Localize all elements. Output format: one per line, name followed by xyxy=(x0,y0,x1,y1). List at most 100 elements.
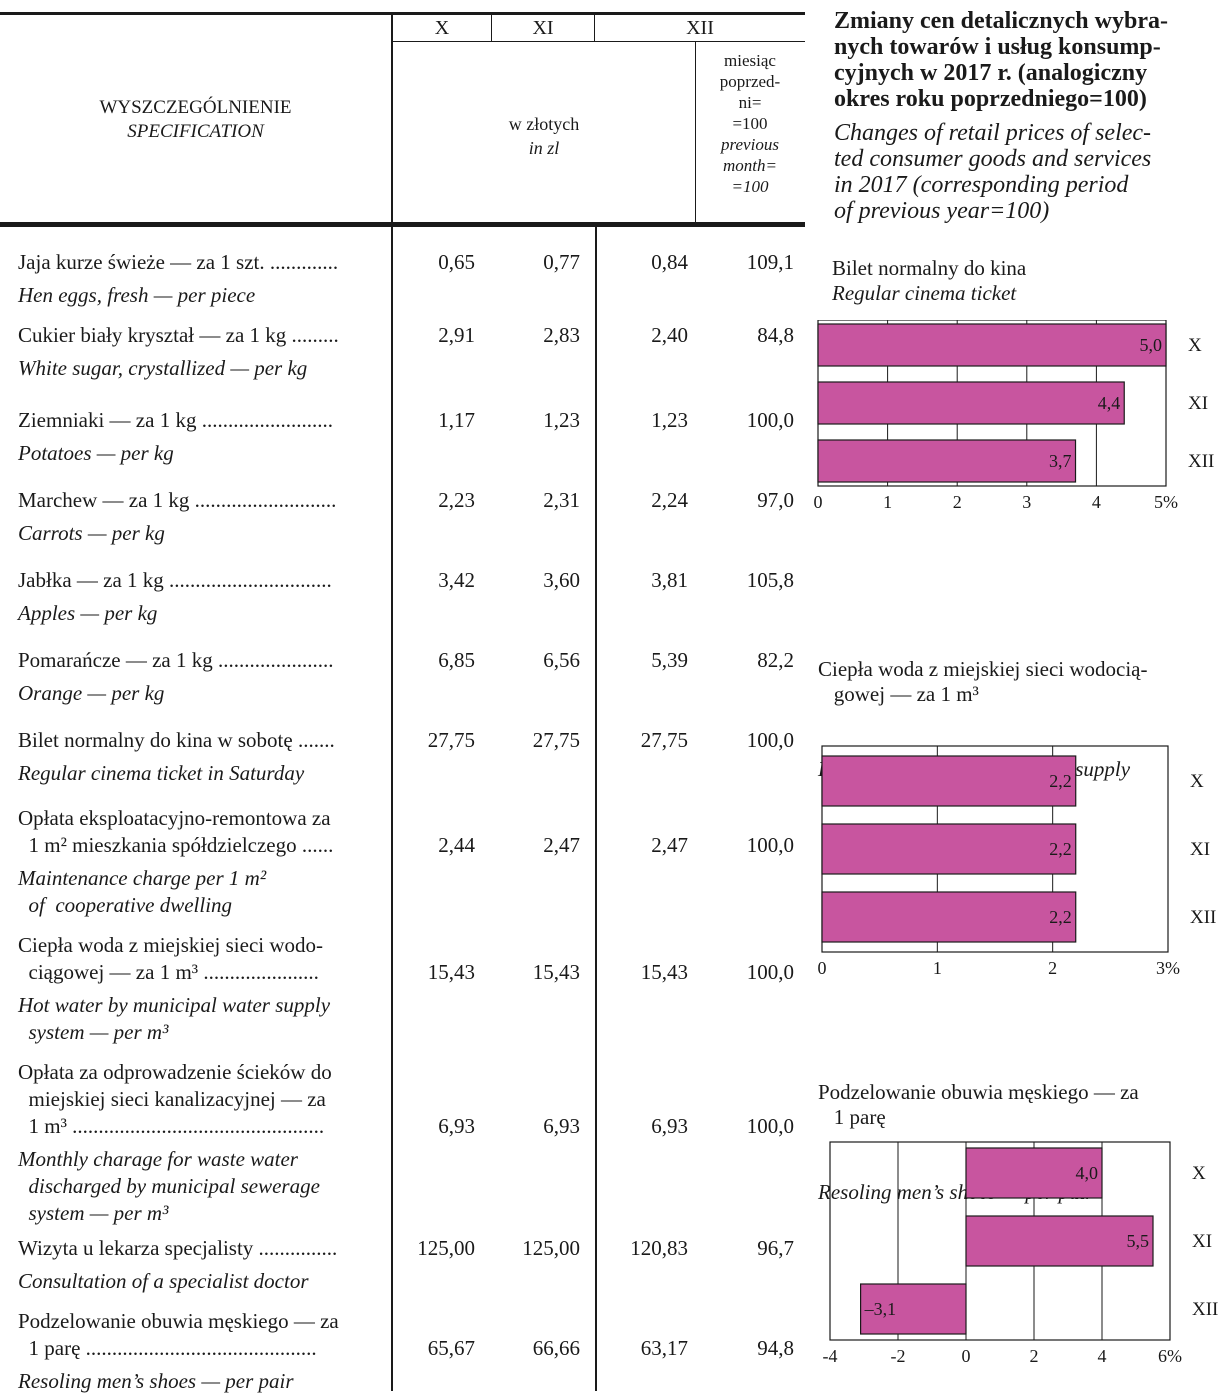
month-header-x: X xyxy=(434,17,450,39)
category-label: X xyxy=(1190,771,1204,792)
row-value: 96,7 xyxy=(757,1236,794,1260)
row-value: 15,43 xyxy=(532,960,580,984)
chart-title-pl: Bilet normalny do kina xyxy=(832,256,1027,280)
row-value: 82,2 xyxy=(757,648,794,672)
index-heading-line: poprzed- xyxy=(719,72,781,91)
header-inner-rule xyxy=(393,41,805,42)
row-label-en: discharged by municipal sewerage xyxy=(18,1174,320,1198)
tick-label: 2 xyxy=(1048,958,1057,978)
bar xyxy=(817,439,1077,483)
row-value: 3,60 xyxy=(543,568,580,592)
row-value: 100,0 xyxy=(746,833,794,857)
row-label-en: Consultation of a specialist doctor xyxy=(18,1269,309,1293)
index-heading-line: month= xyxy=(723,156,777,175)
row-label-pl: Jaja kurze świeże — za 1 szt. ..........… xyxy=(18,250,339,274)
chart-2: 0 1 2 3% 2,2 X 2,2 XI 2,2 XII xyxy=(818,745,1216,978)
row-value: 2,40 xyxy=(651,323,688,347)
row-value: 2,31 xyxy=(543,488,580,512)
row-value: 6,93 xyxy=(438,1114,475,1138)
row-label-en: Orange — per kg xyxy=(18,681,165,705)
row-value: 63,17 xyxy=(640,1336,688,1360)
chart-1-title: Bilet normalny do kina Regular cinema ti… xyxy=(832,256,1026,306)
row-value: 2,24 xyxy=(651,488,688,512)
row-value: 84,8 xyxy=(757,323,794,347)
tick-label: 0 xyxy=(962,1346,971,1366)
row-value: 100,0 xyxy=(746,728,794,752)
unit-heading-pl: w złotych xyxy=(508,114,580,134)
spec-heading-en: SPECIFICATION xyxy=(127,121,264,142)
row-value: 0,77 xyxy=(543,250,580,274)
row-label-en: White sugar, crystallized — per kg xyxy=(18,356,308,380)
body-divider xyxy=(595,227,597,1391)
month-header-xi: XI xyxy=(532,17,554,39)
row-label-pl: Cukier biały kryształ — za 1 kg ........… xyxy=(18,323,339,347)
row-value: 65,67 xyxy=(427,1336,475,1360)
header-divider xyxy=(491,14,492,42)
row-value: 0,84 xyxy=(651,250,688,274)
chart-1: 0 1 2 3 4 5% 5,0 X 4,4 XI 3,7 XII xyxy=(814,320,1214,512)
spec-heading-pl: WYSZCZEGÓLNIENIE xyxy=(99,97,292,118)
row-value: 100,0 xyxy=(746,960,794,984)
row-value: 66,66 xyxy=(532,1336,580,1360)
row-value: 27,75 xyxy=(640,728,688,752)
row-label-pl: Opłata za odprowadzenie ścieków do xyxy=(18,1060,332,1084)
row-value: 109,1 xyxy=(746,250,794,274)
tick-label: -4 xyxy=(823,1346,838,1366)
row-label-pl: Ziemniaki — za 1 kg ....................… xyxy=(18,408,333,432)
body-divider xyxy=(391,227,393,1391)
row-value: 125,00 xyxy=(522,1236,580,1260)
bar-value-label: 3,7 xyxy=(1049,451,1072,471)
row-value: 2,44 xyxy=(438,833,475,857)
chart-title-en: Regular cinema ticket xyxy=(832,281,1017,305)
row-value: 6,93 xyxy=(543,1114,580,1138)
row-value: 97,0 xyxy=(757,488,794,512)
row-label-pl: Podzelowanie obuwia męskiego — za xyxy=(18,1309,339,1333)
row-label-pl: 1 parę .................................… xyxy=(18,1336,317,1360)
bar xyxy=(965,1147,1103,1199)
tick-label: 1 xyxy=(933,958,942,978)
category-label: XI xyxy=(1188,393,1208,414)
row-label-en: Apples — per kg xyxy=(18,601,158,625)
bar-value-label: –3,1 xyxy=(864,1299,897,1319)
index-heading-line: miesiąc xyxy=(724,51,776,70)
row-label-pl: ciągowej — za 1 m³ .....................… xyxy=(18,960,319,984)
row-value: 100,0 xyxy=(746,408,794,432)
row-value: 105,8 xyxy=(746,568,794,592)
index-heading-line: previous xyxy=(721,135,779,154)
index-heading-line: =100 xyxy=(731,177,769,196)
row-value: 1,23 xyxy=(543,408,580,432)
bar-value-label: 2,2 xyxy=(1049,907,1072,927)
index-heading-line: =100 xyxy=(732,114,768,133)
plot-frame xyxy=(829,1141,1171,1341)
category-label: XI xyxy=(1192,1231,1212,1252)
tick-label: 1 xyxy=(883,492,892,512)
tick-label: 2 xyxy=(953,492,962,512)
row-value: 3,42 xyxy=(438,568,475,592)
row-value: 15,43 xyxy=(640,960,688,984)
unit-heading-en: in zl xyxy=(528,138,560,158)
row-label-pl: Wizyta u lekarza specjalisty ...........… xyxy=(18,1236,338,1260)
row-value: 94,8 xyxy=(757,1336,794,1360)
row-label-pl: Opłata eksploatacyjno-remontowa za xyxy=(18,806,331,830)
header-divider xyxy=(391,12,393,227)
row-label-en: Regular cinema ticket in Saturday xyxy=(18,761,305,785)
row-label-pl: 1 m³ ...................................… xyxy=(18,1114,325,1138)
month-header-xii: XII xyxy=(686,17,714,39)
row-label-pl: Marchew — za 1 kg ......................… xyxy=(18,488,337,512)
chart-3: -4 -2 0 2 4 6% 4,0 X 5,5 XI –3,1 XII xyxy=(823,1141,1218,1366)
bar xyxy=(965,1215,1154,1267)
category-label: XII xyxy=(1188,451,1214,472)
row-label-en: system — per m³ xyxy=(18,1201,169,1225)
row-value: 2,47 xyxy=(651,833,688,857)
tick-label: 3% xyxy=(1156,958,1180,978)
row-label-pl: miejskiej sieci kanalizacyjnej — za xyxy=(18,1087,326,1111)
bar xyxy=(821,755,1077,807)
tick-label: -2 xyxy=(891,1346,906,1366)
side-title-pl: Zmiany cen detalicznych wybra- nych towa… xyxy=(834,8,1168,112)
bar xyxy=(821,891,1077,943)
row-label-en: Potatoes — per kg xyxy=(18,441,174,465)
row-label-pl: 1 m² mieszkania spółdzielczego ...... xyxy=(18,833,334,857)
row-value: 1,23 xyxy=(651,408,688,432)
row-value: 27,75 xyxy=(532,728,580,752)
row-value: 27,75 xyxy=(427,728,475,752)
